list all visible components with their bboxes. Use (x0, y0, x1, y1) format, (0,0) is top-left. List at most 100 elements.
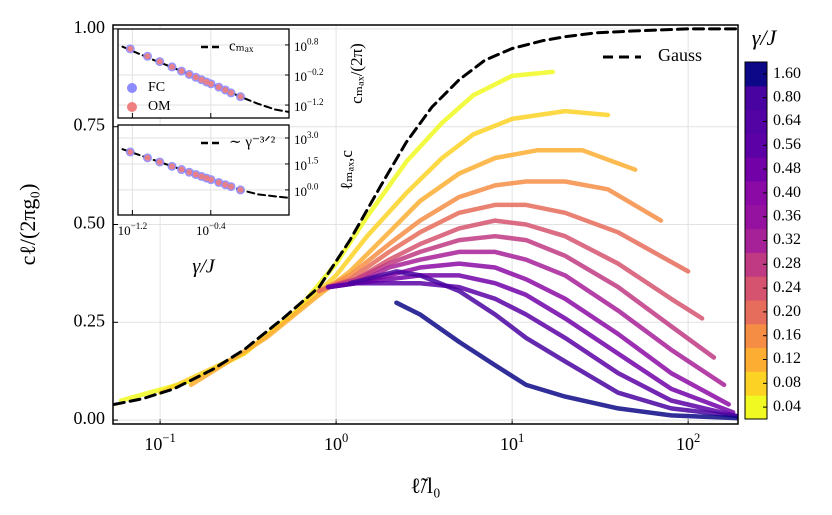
data-point (144, 154, 151, 161)
colorbar-tick-label: 0.32 (773, 231, 801, 248)
data-point (186, 169, 193, 176)
y-tick-label: 10−0.2 (294, 67, 324, 84)
data-point (127, 148, 134, 155)
data-point (156, 158, 163, 165)
tick-base: 10 (324, 434, 342, 454)
data-point (127, 45, 134, 52)
x-tick-label: 100 (324, 431, 348, 454)
colorbar-band (745, 276, 767, 301)
tick-base: 0.00 (74, 408, 106, 428)
colorbar-tick-label: 0.28 (773, 255, 801, 272)
plot-area (121, 147, 289, 199)
colorbar-band (745, 133, 767, 158)
colorbar-tick-label: 0.80 (773, 88, 801, 105)
colorbar-tick-label: 0.48 (773, 160, 801, 177)
y-tick-label: 0.25 (74, 310, 106, 330)
colorbar-band (745, 300, 767, 325)
data-line (347, 269, 738, 419)
y-tick-label: 0.00 (74, 408, 106, 428)
data-point (222, 181, 229, 188)
tick-exponent: −1.2 (131, 221, 148, 231)
y-tick-label: 101.5 (294, 156, 319, 173)
colorbar-tick-label: 0.40 (773, 184, 801, 201)
tick-exponent: 0 (342, 431, 348, 445)
data-point (168, 163, 175, 170)
tick-base: 0.25 (74, 310, 106, 330)
tick-base: 10 (196, 223, 209, 238)
colorbar-band (745, 228, 767, 253)
y-tick-label: 0.50 (74, 213, 106, 233)
colorbar-band (745, 395, 767, 420)
inset-background (118, 125, 289, 215)
data-point (203, 78, 210, 85)
colorbar-tick-label: 0.08 (773, 374, 801, 391)
y-tick-label: 100.0 (294, 182, 319, 199)
colorbar-tick-label: 0.64 (773, 112, 801, 129)
tick-base: 0.20 (773, 303, 801, 320)
tick-base: 10 (294, 132, 307, 147)
data-line (325, 280, 738, 419)
tick-base: 10 (294, 69, 307, 84)
colorbar-frame (744, 61, 768, 420)
legend-marker (127, 83, 137, 93)
data-point (198, 76, 205, 83)
data-point (228, 183, 235, 190)
colorbar-label: γ/J (752, 25, 778, 50)
tick-base: 10 (294, 184, 307, 199)
legend-label: FC (148, 80, 165, 95)
inset-x-label: γ/J (192, 256, 215, 278)
colorbar-tick-label: 0.56 (773, 136, 801, 153)
data-line (325, 273, 736, 415)
tick-base: 10 (294, 158, 307, 173)
tick-base: 0.50 (74, 213, 106, 233)
colorbar-band (745, 252, 767, 277)
tick-base: 10 (294, 39, 307, 54)
colorbar-band (745, 323, 767, 349)
data-line (325, 218, 705, 321)
data-point (215, 179, 222, 186)
inset-y-label: cₘₐₓ/(2π) (347, 43, 366, 104)
data-point (237, 186, 244, 193)
data-point (215, 84, 222, 91)
tick-base: 10 (144, 434, 162, 454)
reference-line (113, 27, 738, 406)
plot-area (121, 44, 289, 113)
data-point (178, 68, 185, 75)
tick-exponent: −0.2 (307, 67, 324, 77)
data-point (186, 71, 193, 78)
tick-exponent: −1.2 (307, 97, 324, 107)
tick-base: 10 (294, 99, 307, 114)
tick-exponent: 3.0 (307, 130, 319, 140)
data-point (222, 86, 229, 93)
tick-exponent: −0.4 (209, 221, 226, 231)
data-point (228, 89, 235, 96)
data-point (144, 53, 151, 60)
data-line (325, 233, 717, 360)
colorbar-band (745, 62, 767, 87)
data-point (178, 166, 185, 173)
colorbar-tick-label: 0.12 (773, 350, 801, 367)
legend-marker (127, 102, 137, 112)
axes-frame (117, 28, 290, 119)
axes-frame (112, 24, 739, 425)
data-point (207, 176, 214, 183)
axes-frame (117, 124, 290, 216)
tick-base: 0.40 (773, 184, 801, 201)
colorbar-band (745, 109, 767, 134)
data-point (168, 63, 175, 70)
data-point (192, 171, 199, 178)
y-tick-label: 0.75 (74, 115, 106, 135)
colorbar-band (745, 157, 767, 182)
colorbar-tick-label: 0.16 (773, 326, 801, 343)
y-tick-label: 100.8 (294, 37, 319, 54)
data-line (394, 300, 738, 421)
x-tick-label: 10−1 (144, 431, 175, 454)
tick-exponent: 1 (518, 431, 524, 445)
tick-exponent: 2 (694, 431, 700, 445)
tick-base: 10 (500, 434, 518, 454)
tick-exponent: −1 (162, 431, 175, 445)
tick-base: 1.60 (773, 65, 801, 82)
colorbar-band (745, 181, 767, 206)
legend-label: OM (148, 99, 171, 114)
